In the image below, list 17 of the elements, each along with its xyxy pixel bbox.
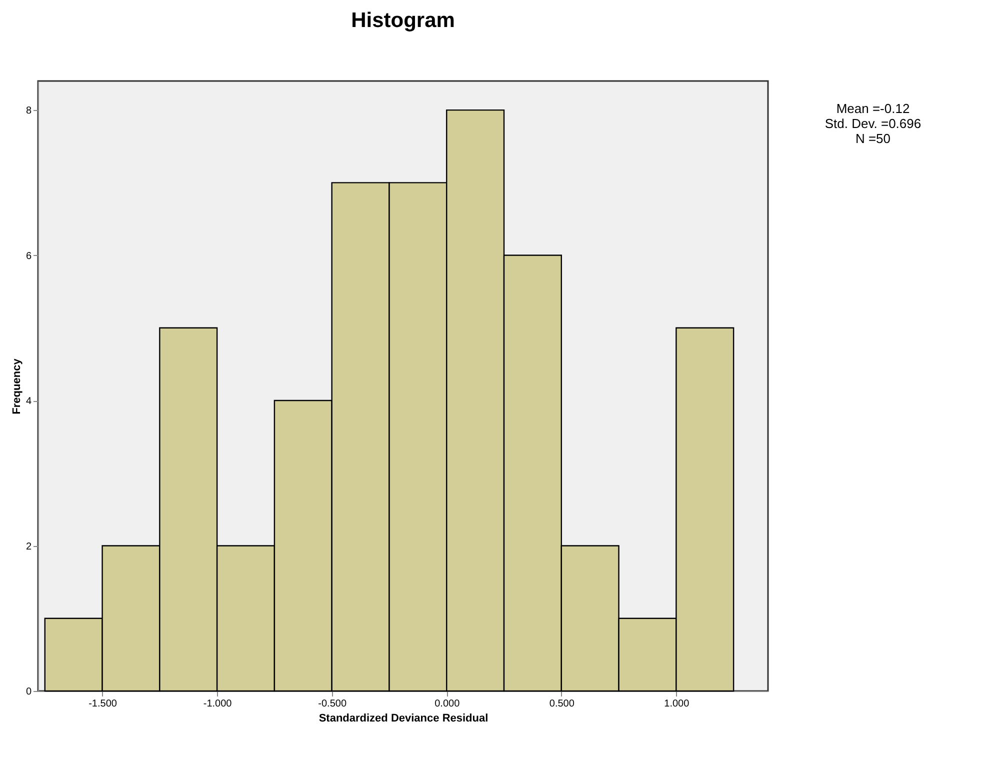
y-axis-title: Frequency bbox=[10, 358, 23, 414]
x-axis-title: Standardized Deviance Residual bbox=[318, 712, 488, 724]
x-tick-label: -1.500 bbox=[88, 698, 118, 710]
y-tick-label: 2 bbox=[26, 541, 32, 552]
x-tick-label: 0.500 bbox=[549, 698, 575, 710]
text: Std. Dev. =0.696 bbox=[824, 116, 922, 131]
x-tick-label: 1.000 bbox=[664, 698, 690, 710]
x-tick-label: -1.000 bbox=[203, 698, 232, 710]
chart-title: Histogram bbox=[351, 9, 455, 32]
y-tick-label: 4 bbox=[26, 396, 32, 408]
x-tick-label: 0.000 bbox=[434, 698, 460, 710]
text: N =50 bbox=[855, 131, 891, 146]
x-tick-label: -0.500 bbox=[318, 698, 347, 710]
y-tick-label: 8 bbox=[26, 106, 32, 117]
text: Mean =-0.12 bbox=[836, 101, 910, 116]
y-tick-label: 6 bbox=[26, 250, 32, 262]
y-tick-label: 0 bbox=[26, 686, 32, 698]
